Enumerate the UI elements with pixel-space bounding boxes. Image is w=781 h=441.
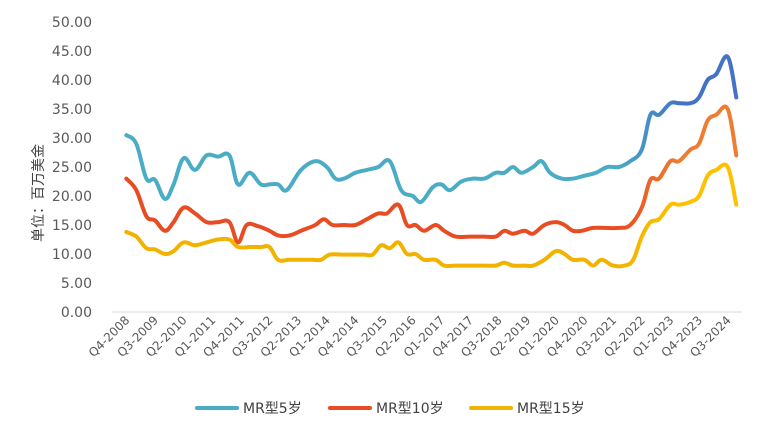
y-axis-label: 单位：百万美金 (31, 144, 47, 242)
legend-label: MR型5岁 (243, 401, 302, 417)
y-tick-label: 15.00 (52, 218, 92, 234)
chart-svg: 0.00 5.00 10.00 15.00 20.00 25.00 30.00 35.00 40… (0, 0, 781, 437)
y-tick-label: 10.00 (52, 247, 92, 263)
y-axis: 0.00 5.00 10.00 15.00 20.00 25.00 30.00 35.00 40… (52, 15, 92, 321)
line-chart: 0.00 5.00 10.00 15.00 20.00 25.00 30.00 35.00 40… (0, 0, 781, 437)
y-tick-label: 0.00 (61, 305, 92, 321)
y-tick-label: 20.00 (52, 189, 92, 205)
y-tick-label: 25.00 (52, 160, 92, 176)
legend-label: MR型10岁 (376, 401, 444, 417)
series-line-mr-15 (126, 165, 736, 267)
plot-area (126, 56, 736, 266)
y-tick-label: 35.00 (52, 102, 92, 118)
y-tick-label: 5.00 (61, 276, 92, 292)
y-tick-label: 30.00 (52, 131, 92, 147)
y-tick-label: 40.00 (52, 73, 92, 89)
legend: MR型5岁 MR型10岁 MR型15岁 (197, 401, 585, 417)
x-axis: Q4-2008Q3-2009Q2-2010Q1-2011Q4-2011Q3-20… (86, 312, 742, 360)
series-line-mr-10 (126, 107, 736, 243)
y-tick-label: 45.00 (52, 44, 92, 60)
legend-label: MR型15岁 (517, 401, 585, 417)
series-line-mr-5 (126, 56, 736, 202)
y-tick-label: 50.00 (52, 15, 92, 31)
